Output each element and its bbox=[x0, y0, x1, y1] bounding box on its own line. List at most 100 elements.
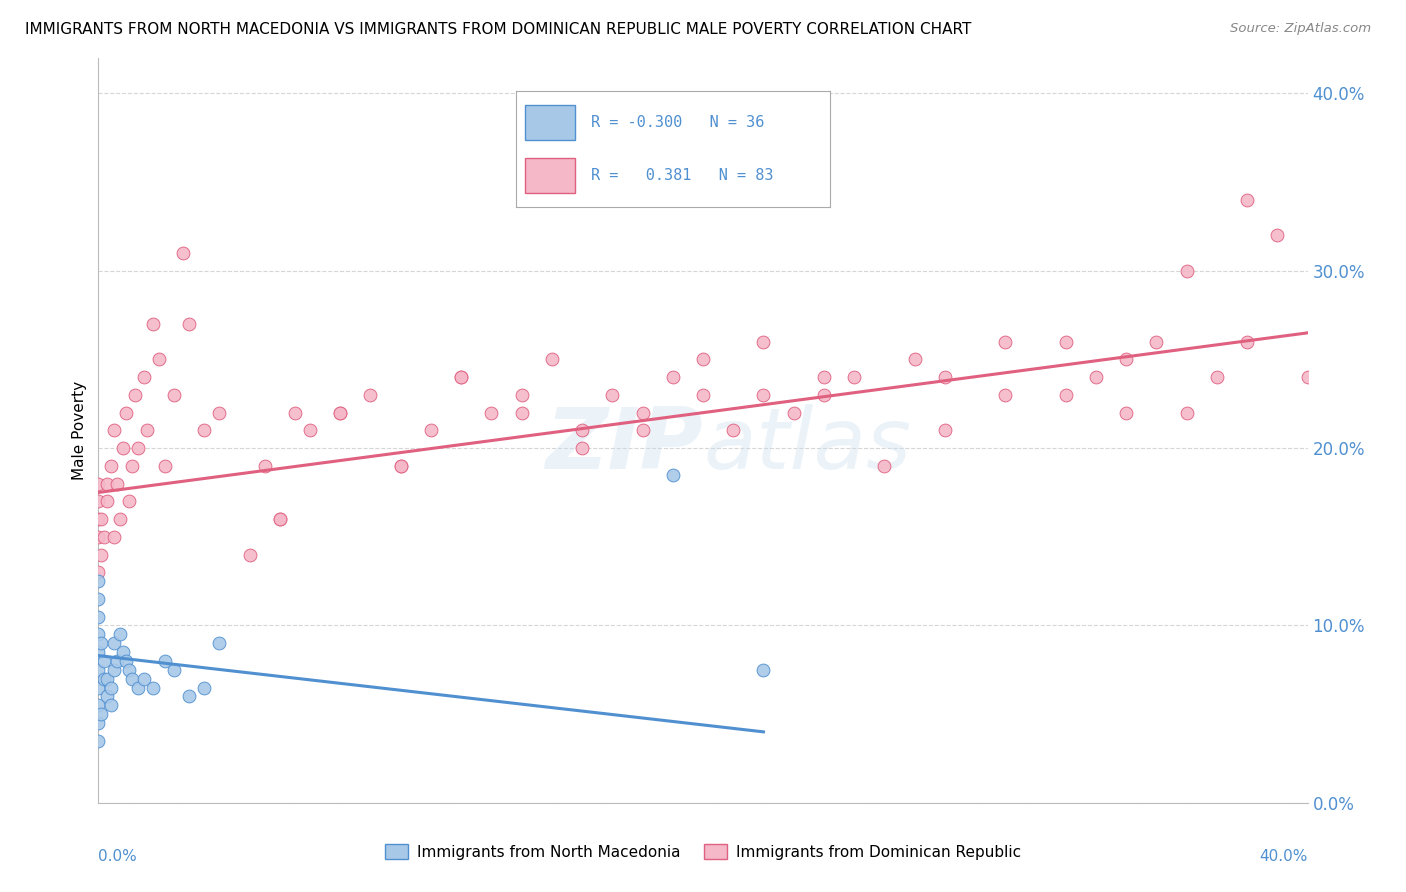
Point bbox=[1206, 370, 1229, 384]
Point bbox=[540, 352, 562, 367]
Point bbox=[87, 681, 110, 695]
Point bbox=[90, 512, 112, 526]
Point bbox=[121, 672, 143, 686]
Point bbox=[1054, 388, 1077, 402]
Point bbox=[90, 636, 112, 650]
Point bbox=[844, 370, 866, 384]
Point bbox=[87, 530, 110, 544]
Point bbox=[103, 423, 125, 437]
Point bbox=[208, 406, 231, 420]
Point bbox=[208, 636, 231, 650]
Point bbox=[571, 423, 593, 437]
Point bbox=[90, 707, 112, 722]
Point bbox=[269, 512, 291, 526]
Point bbox=[114, 406, 136, 420]
Point bbox=[510, 388, 533, 402]
Point bbox=[329, 406, 352, 420]
Point bbox=[1175, 264, 1198, 278]
Point bbox=[127, 681, 149, 695]
Point bbox=[510, 406, 533, 420]
Point bbox=[329, 406, 352, 420]
Point bbox=[1085, 370, 1108, 384]
Point bbox=[103, 636, 125, 650]
Point bbox=[87, 512, 110, 526]
Point bbox=[934, 423, 956, 437]
Text: IMMIGRANTS FROM NORTH MACEDONIA VS IMMIGRANTS FROM DOMINICAN REPUBLIC MALE POVER: IMMIGRANTS FROM NORTH MACEDONIA VS IMMIG… bbox=[25, 22, 972, 37]
Point bbox=[87, 663, 110, 677]
Point bbox=[723, 423, 745, 437]
Point bbox=[269, 512, 291, 526]
Point bbox=[1236, 334, 1258, 349]
Point bbox=[994, 388, 1017, 402]
Point bbox=[692, 352, 714, 367]
Point bbox=[87, 609, 110, 624]
Point bbox=[631, 423, 654, 437]
Point bbox=[661, 370, 683, 384]
Point bbox=[450, 370, 472, 384]
Point bbox=[93, 530, 115, 544]
Point bbox=[96, 690, 118, 704]
Point bbox=[1296, 370, 1319, 384]
Point bbox=[132, 672, 155, 686]
Point bbox=[299, 423, 322, 437]
Point bbox=[87, 698, 110, 713]
Point bbox=[1175, 406, 1198, 420]
Point bbox=[108, 512, 131, 526]
Point bbox=[87, 494, 110, 508]
Point bbox=[1115, 352, 1137, 367]
Point bbox=[148, 352, 170, 367]
Point bbox=[118, 663, 141, 677]
Point bbox=[571, 441, 593, 455]
Point bbox=[752, 334, 775, 349]
Point bbox=[87, 591, 110, 606]
Point bbox=[661, 467, 683, 482]
Point bbox=[87, 476, 110, 491]
Point bbox=[132, 370, 155, 384]
Point bbox=[93, 654, 115, 668]
Text: 0.0%: 0.0% bbox=[98, 849, 138, 864]
Point bbox=[602, 388, 624, 402]
Point bbox=[87, 733, 110, 747]
Point bbox=[103, 663, 125, 677]
Point bbox=[103, 530, 125, 544]
Point bbox=[90, 548, 112, 562]
Point bbox=[111, 645, 134, 659]
Point bbox=[108, 627, 131, 641]
Point bbox=[1267, 228, 1289, 243]
Point bbox=[96, 476, 118, 491]
Point bbox=[153, 654, 176, 668]
Point bbox=[360, 388, 382, 402]
Point bbox=[87, 627, 110, 641]
Point bbox=[93, 672, 115, 686]
Point bbox=[172, 246, 194, 260]
Legend: Immigrants from North Macedonia, Immigrants from Dominican Republic: Immigrants from North Macedonia, Immigra… bbox=[380, 838, 1026, 866]
Text: atlas: atlas bbox=[703, 404, 911, 487]
Point bbox=[1115, 406, 1137, 420]
Point bbox=[87, 574, 110, 588]
Point bbox=[142, 681, 165, 695]
Point bbox=[934, 370, 956, 384]
Point bbox=[631, 406, 654, 420]
Point bbox=[124, 388, 146, 402]
Point bbox=[142, 317, 165, 331]
Point bbox=[1236, 193, 1258, 207]
Point bbox=[135, 423, 157, 437]
Point bbox=[163, 388, 186, 402]
Point bbox=[481, 406, 503, 420]
Point bbox=[127, 441, 149, 455]
Point bbox=[239, 548, 262, 562]
Point bbox=[118, 494, 141, 508]
Point bbox=[752, 388, 775, 402]
Point bbox=[114, 654, 136, 668]
Point bbox=[96, 494, 118, 508]
Point bbox=[752, 663, 775, 677]
Text: 40.0%: 40.0% bbox=[1260, 849, 1308, 864]
Point bbox=[783, 406, 806, 420]
Point bbox=[105, 654, 128, 668]
Point bbox=[163, 663, 186, 677]
Point bbox=[389, 458, 412, 473]
Point bbox=[873, 458, 896, 473]
Point bbox=[813, 370, 835, 384]
Point bbox=[87, 716, 110, 731]
Point bbox=[100, 698, 122, 713]
